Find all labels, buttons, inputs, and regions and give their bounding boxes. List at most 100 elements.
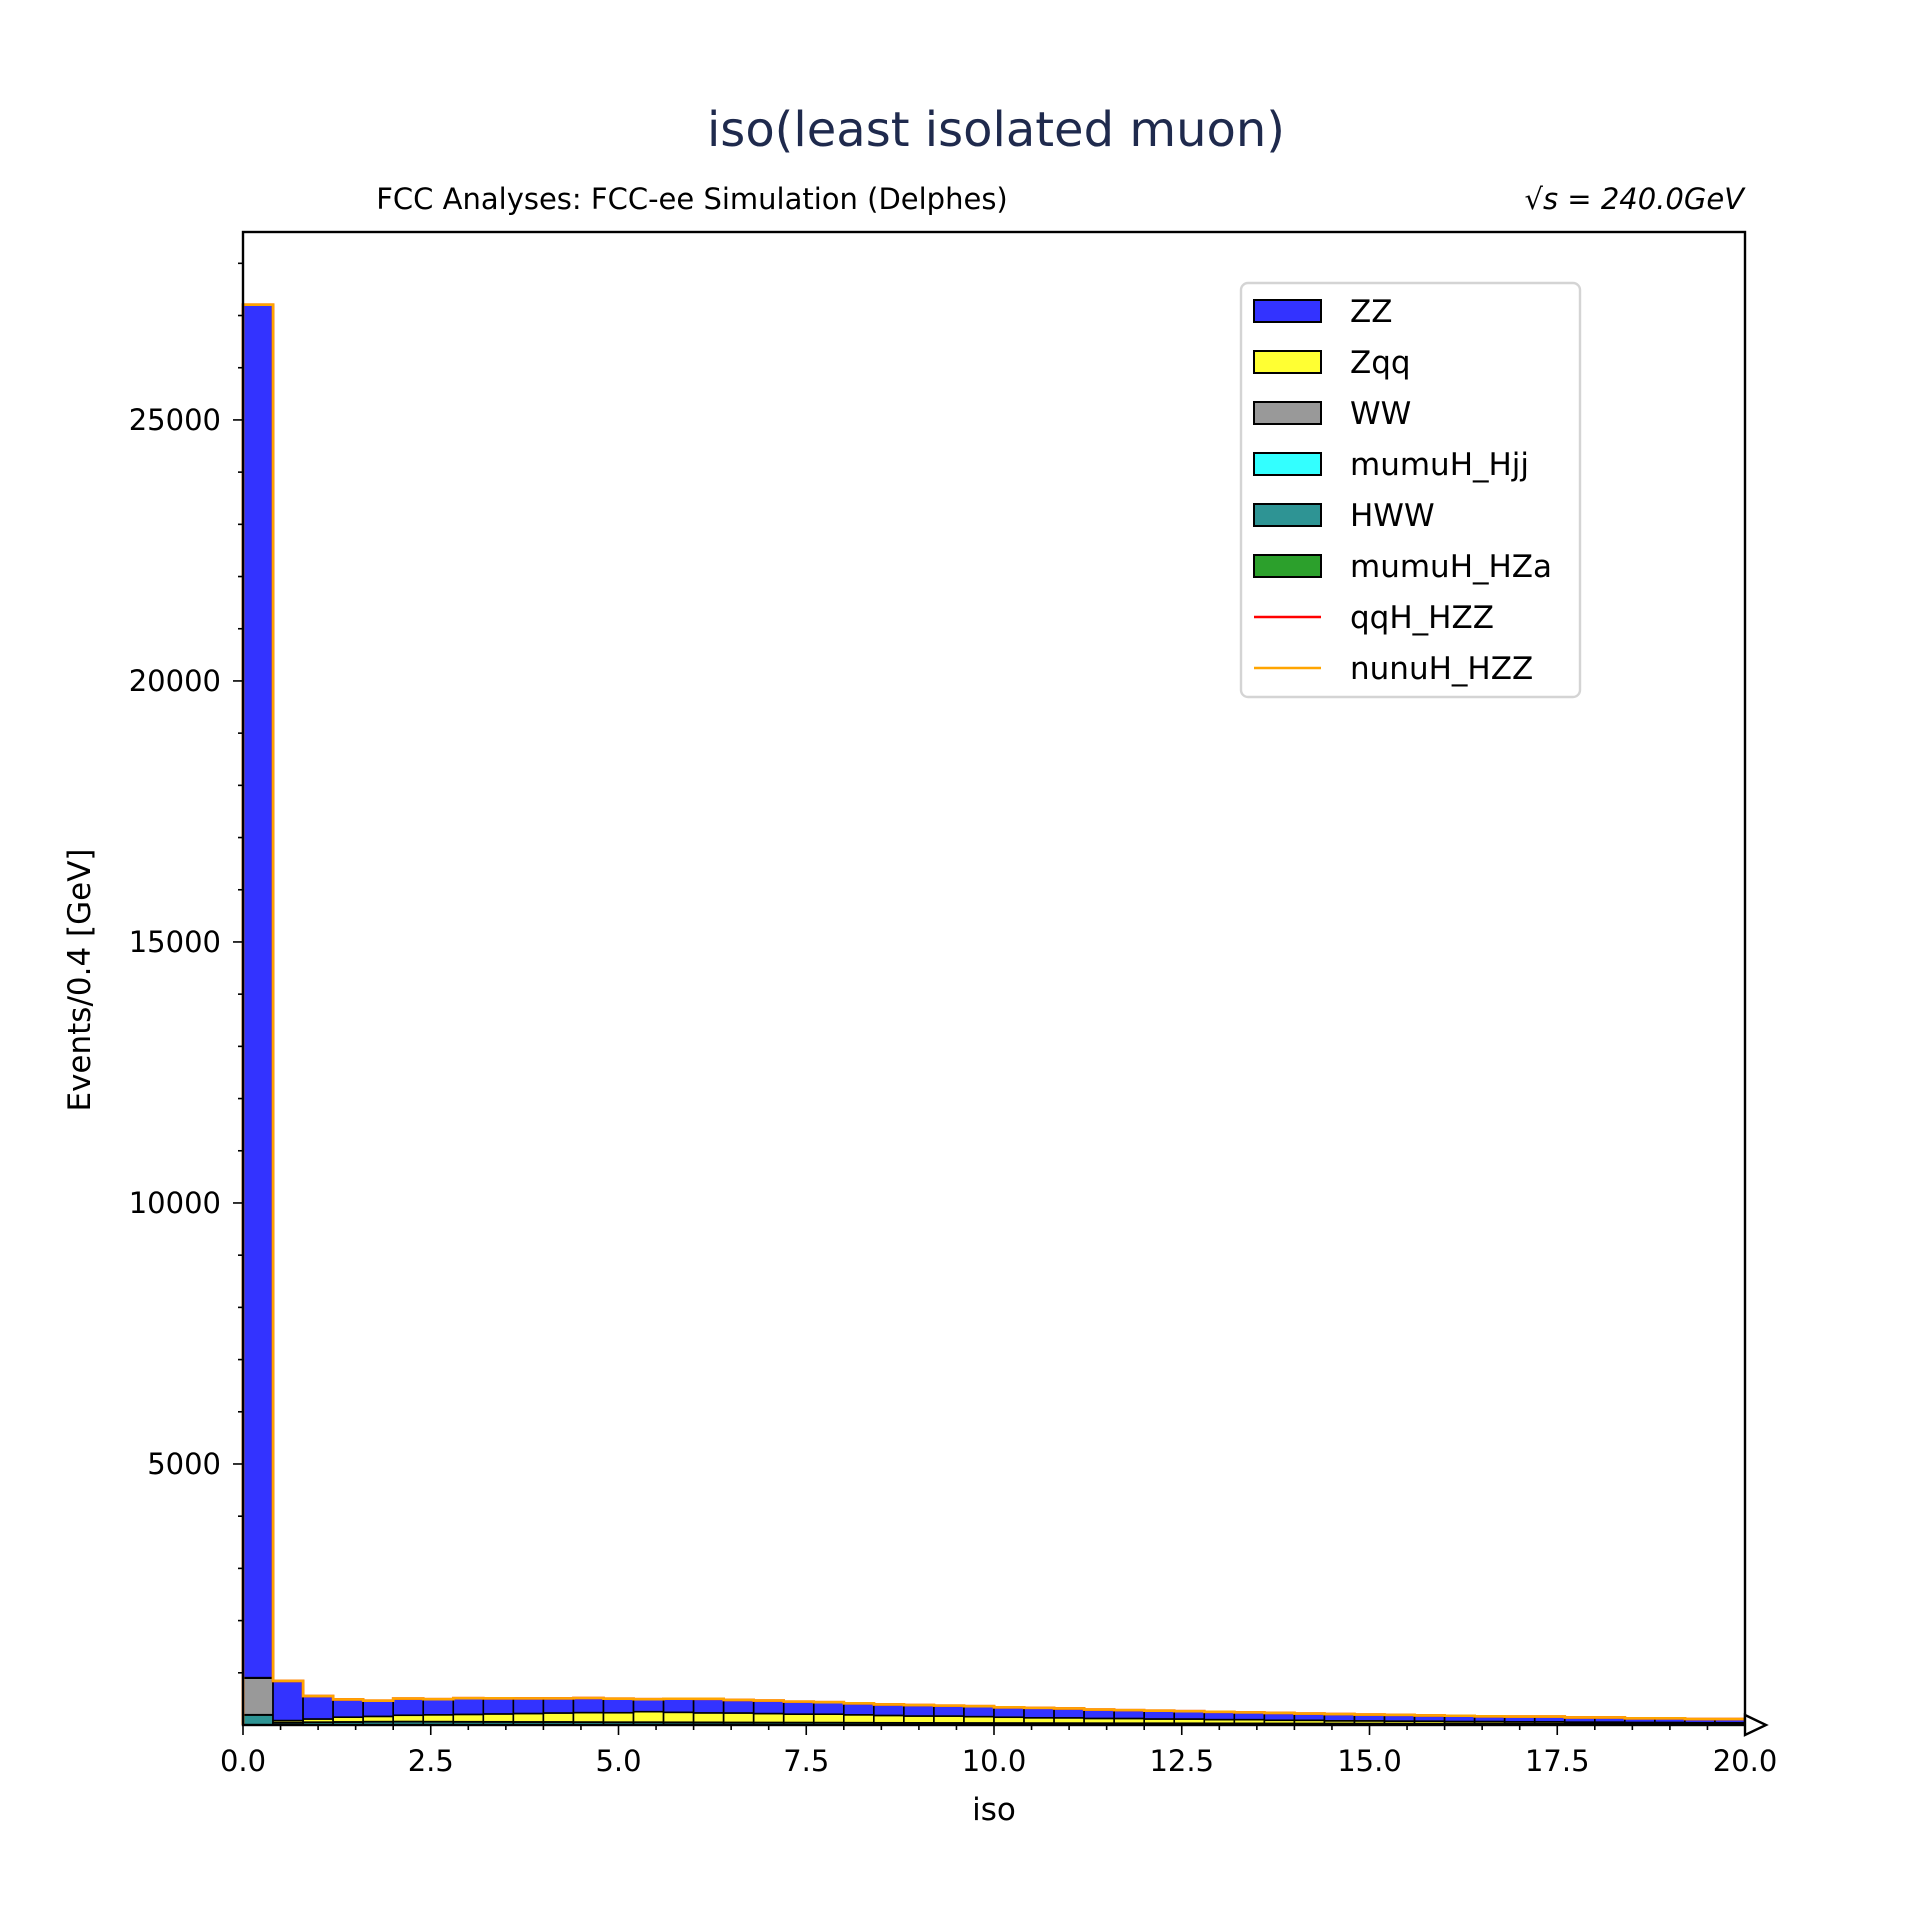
legend-label: HWW	[1350, 498, 1435, 534]
legend-label: ZZ	[1350, 294, 1392, 330]
bar-zqq-14	[662, 1711, 695, 1724]
bar-zz-22	[903, 1704, 935, 1717]
legend-item-zqq: Zqq	[1253, 345, 1411, 381]
bar-zqq-9	[512, 1712, 545, 1723]
x-tick-label: 17.5	[1525, 1744, 1590, 1778]
bar-zz-24	[963, 1705, 995, 1718]
bar-hww-0	[242, 1714, 274, 1726]
bar-zqq-5	[392, 1714, 425, 1723]
bar-zz-28	[1083, 1708, 1115, 1720]
bar-zz-3	[332, 1698, 364, 1718]
y-tick-label: 15000	[129, 925, 221, 959]
bar-zqq-20	[842, 1714, 875, 1724]
legend-box	[1239, 281, 1582, 699]
bar-zz-10	[542, 1697, 575, 1714]
x-tick-label: 2.5	[408, 1744, 454, 1778]
bar-zz-19	[812, 1701, 845, 1715]
bar-zz-2	[302, 1695, 334, 1720]
legend-swatch	[1253, 503, 1322, 527]
bar-zz-15	[692, 1697, 725, 1714]
x-tick-label: 15.0	[1337, 1744, 1402, 1778]
chart-subtitle-right: √s = 240.0GeV	[1525, 182, 1747, 216]
bar-zz-21	[873, 1703, 905, 1717]
bar-zz-14	[662, 1697, 695, 1714]
legend-swatch	[1253, 554, 1322, 578]
legend-item-mumuh-hza: mumuH_HZa	[1253, 549, 1552, 585]
bar-zz-16	[722, 1699, 755, 1714]
legend-label: mumuH_HZa	[1350, 549, 1552, 585]
overflow-arrow	[1743, 1713, 1769, 1737]
y-axis: 5000 10000 15000 20000 25000	[129, 262, 243, 1674]
bar-zz-17	[752, 1699, 785, 1715]
bar-zqq-23	[933, 1715, 965, 1724]
x-axis-label: iso	[972, 1792, 1016, 1828]
bar-zz-26	[1023, 1707, 1055, 1719]
chart-subtitle-left: FCC Analyses: FCC-ee Simulation (Delphes…	[376, 182, 1008, 216]
legend-swatch	[1253, 350, 1322, 374]
series-ww	[242, 1677, 274, 1716]
legend-item-nunuh-hzz: nunuH_HZZ	[1254, 651, 1533, 687]
bar-zz-13	[632, 1698, 665, 1713]
bar-zz-4	[362, 1699, 395, 1718]
x-tick-label: 10.0	[962, 1744, 1027, 1778]
bar-zz-23	[933, 1704, 965, 1717]
legend-label: nunuH_HZZ	[1350, 651, 1533, 687]
x-tick-label: 0.0	[220, 1744, 266, 1778]
legend-item-mumuh-hjj: mumuH_Hjj	[1253, 447, 1529, 483]
y-tick-label: 20000	[129, 664, 221, 698]
legend-item-hww: HWW	[1253, 498, 1435, 534]
bar-zqq-15	[692, 1712, 725, 1724]
x-tick-label: 20.0	[1713, 1744, 1778, 1778]
bar-zz-11	[572, 1697, 605, 1714]
bar-zz-5	[392, 1697, 425, 1717]
bar-zz-6	[422, 1698, 455, 1716]
line-nunuh-hzz	[241, 303, 1745, 1725]
legend: ZZ Zqq WW mumuH_Hjj HWW mumuH_HZa qqH_HZZ nunuH…	[1239, 281, 1582, 699]
bar-zqq-22	[903, 1715, 935, 1724]
bar-zqq-16	[722, 1712, 755, 1724]
chart-title: iso(least isolated muon)	[707, 102, 1285, 158]
bar-zz-25	[993, 1706, 1025, 1719]
bar-zqq-17	[752, 1712, 785, 1724]
x-tick-label: 12.5	[1149, 1744, 1214, 1778]
bar-zz-0	[242, 303, 274, 1679]
bar-zqq-10	[542, 1712, 575, 1723]
bar-zqq-8	[482, 1713, 515, 1723]
bar-zqq-21	[873, 1714, 905, 1724]
bar-zz-20	[842, 1702, 875, 1716]
x-tick-label: 5.0	[595, 1744, 641, 1778]
bar-zqq-6	[422, 1714, 455, 1723]
bar-zqq-18	[782, 1713, 815, 1724]
bar-zz-9	[512, 1697, 545, 1715]
legend-label: qqH_HZZ	[1350, 600, 1494, 636]
bar-zqq-12	[602, 1711, 635, 1723]
bar-zqq-19	[812, 1713, 845, 1724]
legend-label: Zqq	[1350, 345, 1411, 381]
series-zz	[242, 303, 1746, 1724]
bar-zz-7	[452, 1697, 485, 1716]
bar-zz-8	[482, 1697, 515, 1715]
y-axis-label: Events/0.4 [GeV]	[62, 848, 98, 1111]
bar-zz-12	[602, 1697, 635, 1714]
legend-item-ww: WW	[1253, 396, 1411, 432]
bar-zqq-13	[632, 1710, 665, 1723]
y-tick-label: 25000	[129, 403, 221, 437]
y-tick-label: 10000	[129, 1186, 221, 1220]
x-tick-label: 7.5	[783, 1744, 829, 1778]
lines-layer	[241, 303, 1745, 1725]
bar-zqq-25	[993, 1716, 1025, 1724]
bar-zqq-7	[452, 1713, 485, 1723]
bar-zz-1	[272, 1680, 304, 1722]
legend-label: WW	[1350, 396, 1411, 432]
bar-zz-18	[782, 1700, 815, 1715]
legend-swatch	[1253, 452, 1322, 476]
bar-zqq-24	[963, 1715, 995, 1724]
legend-swatch	[1253, 401, 1322, 425]
x-axis: 0.0 2.5 5.0 7.5 10.0 12.5 15.0 17.5 20.0	[220, 1725, 1777, 1778]
y-tick-label: 5000	[147, 1447, 221, 1481]
legend-swatch	[1253, 299, 1322, 323]
bar-zqq-11	[572, 1711, 605, 1723]
legend-label: mumuH_Hjj	[1350, 447, 1529, 483]
bar-ww-0	[242, 1677, 274, 1716]
